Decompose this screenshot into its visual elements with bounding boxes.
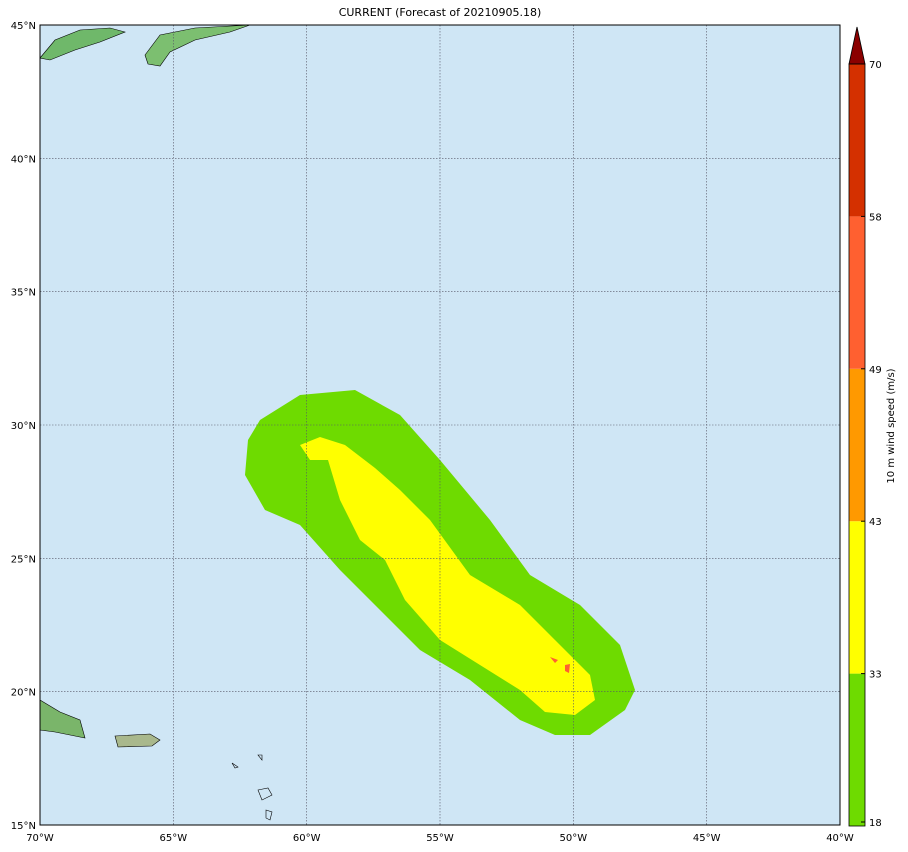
lat-label: 20°N: [11, 688, 36, 699]
lat-label: 25°N: [11, 554, 36, 565]
lat-label: 15°N: [11, 821, 36, 832]
colorbar-tick-label: 58: [869, 212, 882, 223]
lat-label: 45°N: [11, 21, 36, 32]
lon-label: 40°W: [826, 833, 854, 844]
land: [39, 699, 86, 739]
colorbar-band: [849, 521, 865, 674]
colorbar-band: [849, 64, 865, 217]
lat-label: 35°N: [11, 288, 36, 299]
colorbar-band: [849, 673, 865, 826]
land: [114, 733, 161, 748]
land: [144, 24, 251, 67]
lon-label: 45°W: [693, 833, 721, 844]
lat-label: 30°N: [11, 421, 36, 432]
colorbar-label: 10 m wind speed (m/s): [886, 368, 897, 483]
colorbar-frame: [848, 63, 866, 827]
lon-label: 65°W: [160, 833, 188, 844]
islands: [231, 754, 273, 821]
colorbar-band: [849, 368, 865, 522]
graticule: [40, 25, 840, 825]
lat-label: 40°N: [11, 154, 36, 165]
wind-swath-33: [300, 437, 595, 715]
colorbar-tick-label: 49: [869, 365, 882, 376]
colorbar-tick-label: 43: [869, 517, 882, 528]
map-frame: [39, 24, 841, 826]
colorbar-tick-label: 18: [869, 818, 882, 829]
land: [39, 27, 126, 61]
lon-label: 60°W: [293, 833, 321, 844]
map-area: [39, 24, 841, 826]
colorbar-tick-label: 70: [869, 60, 882, 71]
colorbar-tick-label: 33: [869, 670, 882, 681]
wind-swath-49: [550, 657, 570, 673]
lon-label: 50°W: [560, 833, 588, 844]
colorbar-band: [849, 216, 865, 369]
colorbar-extension: [848, 26, 866, 65]
lon-label: 55°W: [426, 833, 454, 844]
lon-label: 70°W: [26, 833, 54, 844]
map-title: CURRENT (Forecast of 20210905.18): [339, 6, 542, 19]
colorbar: 18 33 43 49 58 70: [848, 26, 882, 829]
